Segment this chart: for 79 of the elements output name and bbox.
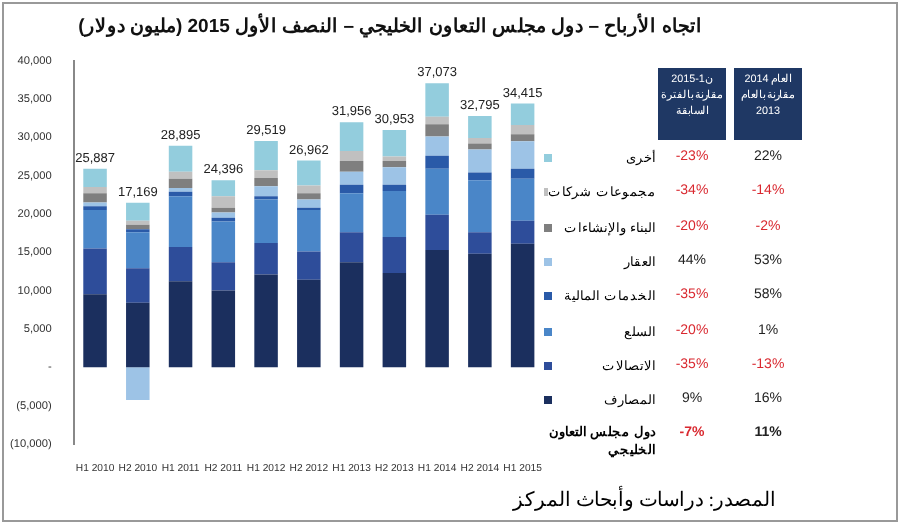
bar	[168, 178, 193, 188]
bar	[339, 262, 364, 368]
bar	[168, 281, 193, 368]
bar	[468, 143, 492, 150]
bar	[297, 185, 321, 194]
bar	[211, 262, 236, 291]
bar	[168, 145, 193, 172]
bar	[254, 243, 278, 275]
bar	[297, 210, 321, 252]
bar	[468, 253, 492, 368]
bar	[339, 232, 364, 263]
bar	[339, 122, 364, 152]
bar	[254, 274, 278, 368]
bar	[510, 243, 535, 368]
bar	[339, 171, 364, 185]
bar	[126, 268, 150, 303]
bar	[425, 155, 449, 169]
bar	[211, 221, 236, 263]
bar	[468, 138, 492, 144]
bar	[382, 130, 407, 157]
bar	[425, 214, 449, 250]
bar	[83, 187, 107, 194]
bar	[297, 193, 321, 200]
bar	[510, 134, 535, 142]
bar	[468, 172, 492, 181]
bar	[126, 232, 150, 269]
bar	[425, 168, 449, 215]
bar	[425, 116, 449, 125]
bar	[211, 196, 236, 208]
bar	[297, 199, 321, 208]
bar	[468, 232, 492, 254]
bar	[126, 202, 150, 221]
bar	[510, 125, 535, 135]
bar	[510, 103, 535, 126]
bar	[425, 249, 449, 368]
bar	[510, 141, 535, 169]
bar	[510, 178, 535, 221]
bar	[382, 236, 407, 273]
bar	[83, 294, 107, 368]
bar	[211, 290, 236, 368]
bar	[468, 115, 492, 139]
bar	[83, 210, 107, 249]
bar	[168, 171, 193, 179]
bar	[254, 141, 278, 171]
bar	[339, 193, 364, 233]
bar	[382, 167, 407, 185]
bar	[510, 220, 535, 244]
bar	[382, 184, 407, 191]
bar	[339, 184, 364, 194]
bar	[468, 180, 492, 233]
bar	[211, 212, 236, 218]
bar	[211, 180, 236, 197]
bar	[510, 168, 535, 179]
bar	[468, 149, 492, 173]
bar	[382, 156, 407, 162]
bar	[382, 161, 407, 168]
bar	[83, 168, 107, 188]
bar	[425, 83, 449, 117]
bar	[254, 170, 278, 178]
bar	[254, 177, 278, 187]
bar	[83, 248, 107, 295]
bar	[83, 193, 107, 203]
bar	[168, 246, 193, 282]
chart-title: اتجاه الأرباح – دول مجلس التعاون الخليجي – النصف الأول 2015 (مليون دولار)	[76, 14, 704, 38]
bar	[339, 161, 364, 172]
bar	[126, 302, 150, 368]
bar	[382, 190, 407, 237]
bar	[339, 151, 364, 162]
bar	[425, 124, 449, 137]
bar	[126, 367, 150, 401]
bar	[425, 136, 449, 156]
bar	[254, 186, 278, 197]
text: المصدر: دراسات وأبحاث المركز	[510, 488, 776, 512]
bar	[297, 160, 321, 186]
bar	[297, 279, 321, 368]
bar	[168, 196, 193, 247]
bar	[254, 199, 278, 244]
bar	[297, 251, 321, 280]
bar	[382, 272, 407, 368]
